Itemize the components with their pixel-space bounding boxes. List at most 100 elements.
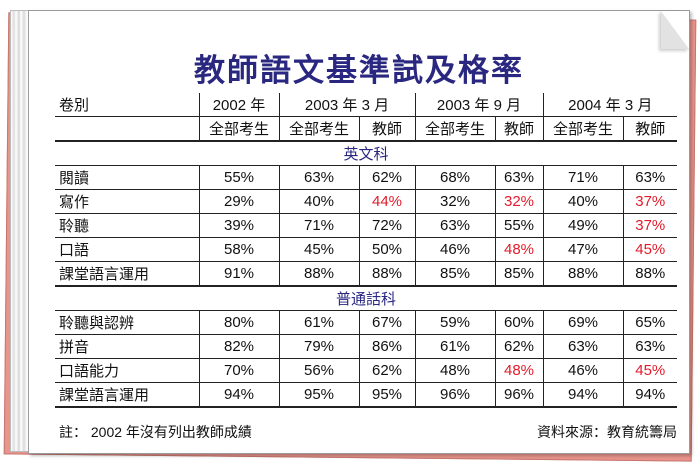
blank-header-cell [55,116,199,142]
rate-cell: 70% [198,358,279,383]
rate-cell: 94% [622,382,677,408]
rate-cell: 96% [494,382,543,408]
page-title: 教師語文基準試及格率 [194,53,524,89]
pass-rate-table: 卷別 2002 年 2003 年 3 月 2003 年 9 月 2004 年 3… [55,93,677,408]
table-row: 閱讀 55% 63% 62% 68% 63% 71% 63% [55,165,677,190]
rate-cell: 63% [622,165,677,190]
section-row: 普通話科 [55,286,677,311]
header-row-periods: 卷別 2002 年 2003 年 3 月 2003 年 9 月 2004 年 3… [55,93,677,117]
table-row: 拼音 82% 79% 86% 61% 62% 63% 63% [55,334,677,359]
page-curl [661,11,689,49]
rate-cell: 44% [358,189,415,214]
rate-cell: 32% [414,189,495,214]
score-card: 教師語文基準試及格率 卷別 2002 年 2003 年 3 月 2003 年 9… [28,10,690,454]
all-candidates-header: 全部考生 [198,116,279,142]
table-row: 課堂語言運用 94% 95% 95% 96% 96% 94% 94% [55,382,677,408]
rate-cell: 85% [414,261,495,287]
rate-cell: 39% [198,213,279,238]
rate-cell: 88% [622,261,677,287]
rate-cell: 37% [622,213,677,238]
period-header: 2002 年 [198,93,279,117]
rate-cell: 58% [198,237,279,262]
rate-cell: 62% [358,358,415,383]
rate-cell: 37% [622,189,677,214]
rate-cell: 50% [358,237,415,262]
rate-cell: 65% [622,310,677,335]
row-label: 口語 [55,237,199,262]
rate-cell: 95% [358,382,415,408]
row-label: 聆聽 [55,213,199,238]
rate-cell: 55% [198,165,279,190]
rate-cell: 45% [278,237,359,262]
table-row: 寫作 29% 40% 44% 32% 32% 40% 37% [55,189,677,214]
rate-cell: 79% [278,334,359,359]
table-row: 聆聽與認辨 80% 61% 67% 59% 60% 69% 65% [55,310,677,335]
rate-cell: 63% [278,165,359,190]
rate-cell: 88% [358,261,415,287]
all-candidates-header: 全部考生 [414,116,495,142]
section-title: 英文科 [55,141,677,166]
page-stack-edge [10,10,30,452]
rate-cell: 63% [542,334,623,359]
paper-header: 卷別 [55,93,199,117]
rate-cell: 45% [622,237,677,262]
rate-cell: 95% [278,382,359,408]
period-header: 2003 年 9 月 [414,93,543,117]
teachers-header: 教師 [494,116,543,142]
rate-cell: 91% [198,261,279,287]
rate-cell: 56% [278,358,359,383]
row-label: 課堂語言運用 [55,261,199,287]
table-row: 聆聽 39% 71% 72% 63% 55% 49% 37% [55,213,677,238]
rate-cell: 88% [542,261,623,287]
row-label: 課堂語言運用 [55,382,199,408]
row-label: 寫作 [55,189,199,214]
rate-cell: 32% [494,189,543,214]
period-header: 2003 年 3 月 [278,93,415,117]
rate-cell: 29% [198,189,279,214]
rate-cell: 69% [542,310,623,335]
rate-cell: 68% [414,165,495,190]
rate-cell: 62% [494,334,543,359]
rate-cell: 59% [414,310,495,335]
rate-cell: 63% [414,213,495,238]
rate-cell: 85% [494,261,543,287]
rate-cell: 46% [542,358,623,383]
rate-cell: 48% [494,237,543,262]
rate-cell: 61% [278,310,359,335]
rate-cell: 55% [494,213,543,238]
rate-cell: 63% [622,334,677,359]
all-candidates-header: 全部考生 [278,116,359,142]
row-label: 聆聽與認辨 [55,310,199,335]
rate-cell: 48% [414,358,495,383]
rate-cell: 71% [278,213,359,238]
rate-cell: 49% [542,213,623,238]
rate-cell: 94% [542,382,623,408]
rate-cell: 63% [494,165,543,190]
rate-cell: 71% [542,165,623,190]
rate-cell: 86% [358,334,415,359]
section-row: 英文科 [55,141,677,166]
rate-cell: 45% [622,358,677,383]
rate-cell: 46% [414,237,495,262]
rate-cell: 96% [414,382,495,408]
rate-cell: 82% [198,334,279,359]
section-title: 普通話科 [55,286,677,311]
rate-cell: 60% [494,310,543,335]
rate-cell: 47% [542,237,623,262]
rate-cell: 88% [278,261,359,287]
rate-cell: 94% [198,382,279,408]
rate-cell: 80% [198,310,279,335]
data-source: 資料來源：教育統籌局 [537,424,677,440]
rate-cell: 48% [494,358,543,383]
header-row-groups: 全部考生 全部考生 教師 全部考生 教師 全部考生 教師 [55,116,677,142]
rate-cell: 40% [278,189,359,214]
rate-cell: 40% [542,189,623,214]
rate-cell: 67% [358,310,415,335]
rate-cell: 72% [358,213,415,238]
all-candidates-header: 全部考生 [542,116,623,142]
row-label: 拼音 [55,334,199,359]
row-label: 口語能力 [55,358,199,383]
rate-cell: 62% [358,165,415,190]
period-header: 2004 年 3 月 [542,93,677,117]
rate-cell: 61% [414,334,495,359]
